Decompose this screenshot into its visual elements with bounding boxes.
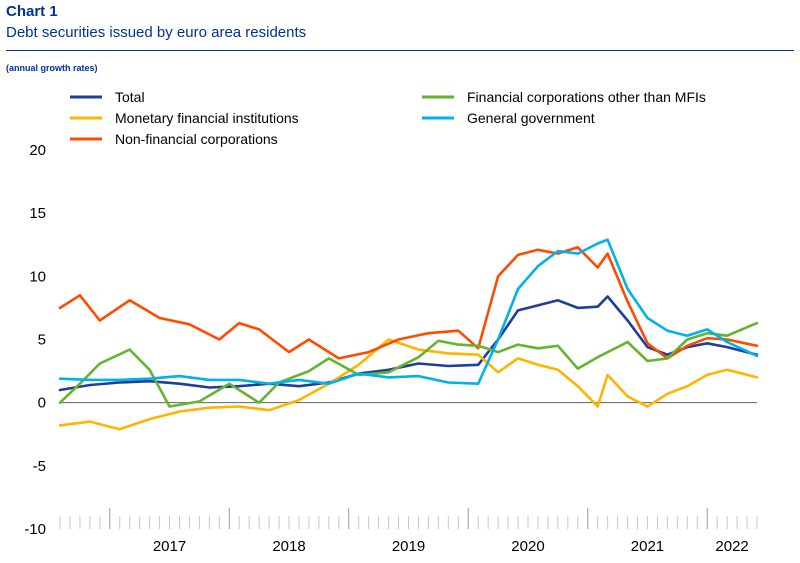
y-tick-label: 20 xyxy=(29,142,46,159)
series-lines xyxy=(58,238,759,431)
x-tick-label: 2017 xyxy=(153,538,186,555)
series-line-monetary-financial-institutions xyxy=(58,338,759,431)
title-divider xyxy=(6,50,794,51)
legend: Total Monetary financial institutions Non-… xyxy=(70,89,706,147)
legend-label: Monetary financial institutions xyxy=(115,110,299,126)
y-axis: -10 -5 0 5 10 15 20 xyxy=(24,142,46,538)
legend-label: General government xyxy=(467,110,595,126)
y-tick-label: 10 xyxy=(29,268,46,285)
chart-number: Chart 1 xyxy=(6,3,58,20)
chart-header: Chart 1 Debt securities issued by euro a… xyxy=(0,0,800,73)
series-line-non-financial-corporations xyxy=(58,246,759,360)
x-tick-label: 2020 xyxy=(511,538,544,555)
x-tick-label: 2022 xyxy=(715,538,748,555)
x-tick-label: 2019 xyxy=(392,538,425,555)
y-tick-label: 15 xyxy=(29,205,46,222)
y-tick-label: -10 xyxy=(24,521,46,538)
x-tick-label: 2021 xyxy=(631,538,664,555)
series-line-financial-corporations-other-than-mfis xyxy=(58,321,759,408)
y-tick-label: 0 xyxy=(38,395,46,412)
series-line-general-government xyxy=(58,238,759,385)
y-tick-label: -5 xyxy=(33,458,46,475)
chart-title: Debt securities issued by euro area resi… xyxy=(6,24,307,41)
x-axis: 2017 2018 2019 2020 2021 2022 xyxy=(59,508,758,555)
legend-label: Non-financial corporations xyxy=(115,131,278,147)
units-label: (annual growth rates) xyxy=(6,63,98,73)
legend-label: Total xyxy=(115,89,145,105)
y-tick-label: 5 xyxy=(38,332,46,349)
x-tick-label: 2018 xyxy=(272,538,305,555)
legend-label: Financial corporations other than MFIs xyxy=(467,89,706,105)
